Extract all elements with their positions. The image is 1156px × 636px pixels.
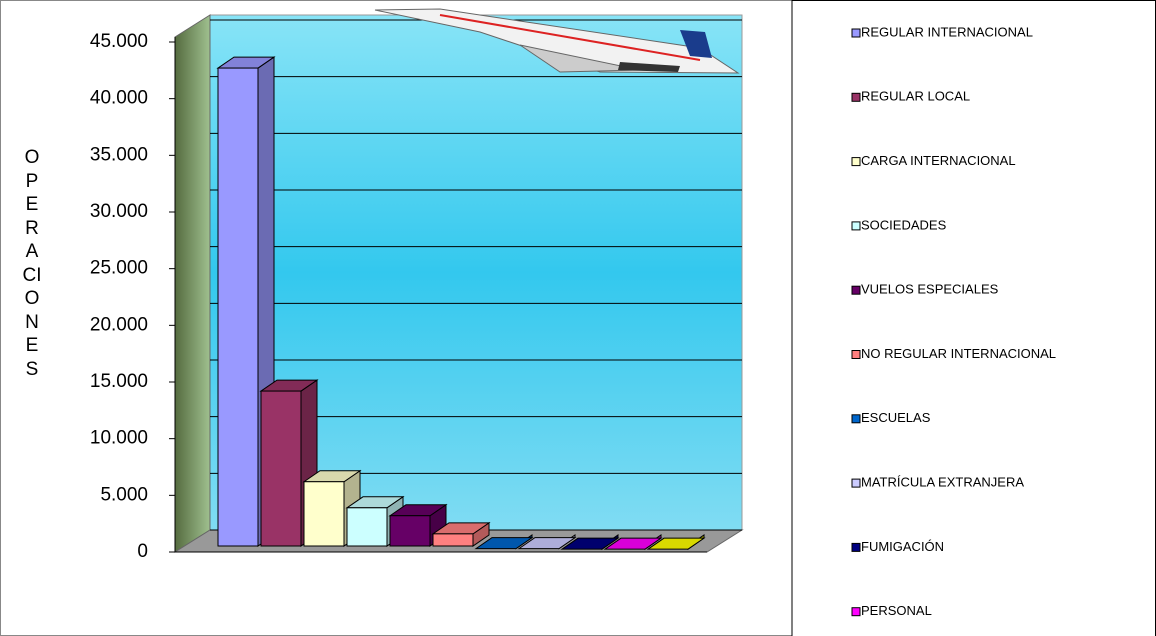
- bar-top: [517, 537, 577, 550]
- bar-front: [346, 507, 388, 547]
- legend-swatch: [851, 478, 861, 488]
- y-axis-label: OPERACIONES: [22, 147, 42, 380]
- y-tick-label: 15.000: [90, 371, 148, 392]
- legend-label: SOCIEDADES: [861, 217, 947, 232]
- legend-label: CARGA INTERNACIONAL: [861, 153, 1016, 168]
- legend-swatch: [851, 221, 861, 231]
- bar-front: [303, 481, 345, 547]
- y-tick-label: 10.000: [90, 428, 148, 449]
- bar-top: [474, 537, 534, 550]
- y-tick-label: 5.000: [100, 484, 148, 505]
- y-tick-label: 35.000: [90, 144, 148, 165]
- legend-label: REGULAR LOCAL: [861, 89, 970, 104]
- legend-label: PERSONAL: [861, 603, 932, 618]
- bar: [259, 379, 319, 547]
- y-tick-label: 20.000: [90, 314, 148, 335]
- legend-label: ESCUELAS: [861, 410, 931, 425]
- legend-swatch: [851, 92, 861, 102]
- bar-front: [389, 515, 431, 547]
- bar: [474, 534, 534, 550]
- legend-swatch: [851, 414, 861, 424]
- bar: [517, 534, 577, 550]
- bar: [603, 534, 663, 551]
- y-tick-label: 30.000: [90, 201, 148, 222]
- legend-label: MATRÍCULA EXTRANJERA: [861, 475, 1024, 490]
- legend-box: [791, 0, 1156, 636]
- y-tick-label: 25.000: [90, 258, 148, 279]
- legend-swatch: [851, 28, 861, 38]
- legend-label: NO REGULAR INTERNACIONAL: [861, 346, 1056, 361]
- bar-front: [217, 67, 259, 547]
- y-tick-label: 45.000: [90, 31, 148, 52]
- legend-swatch: [851, 542, 861, 552]
- legend-label: VUELOS ESPECIALES: [861, 282, 999, 297]
- bar-top: [646, 537, 706, 550]
- legend-swatch: [851, 157, 861, 167]
- bar-top: [603, 537, 663, 550]
- legend-swatch: [851, 607, 861, 617]
- y-tick-label: 40.000: [90, 88, 148, 109]
- bar-top: [560, 537, 620, 550]
- bar: [646, 534, 706, 551]
- legend-swatch: [851, 350, 861, 359]
- bar-front: [260, 390, 302, 547]
- bar-front: [432, 533, 474, 547]
- legend-swatch: [851, 285, 861, 295]
- y-tick-label: 0: [137, 541, 148, 562]
- side-wall: [174, 14, 211, 553]
- legend-label: FUMIGACIÓN: [861, 539, 944, 554]
- legend-label: REGULAR INTERNACIONAL: [861, 24, 1033, 39]
- bar: [560, 534, 620, 551]
- bar: [431, 521, 491, 547]
- airplane: [374, 8, 740, 74]
